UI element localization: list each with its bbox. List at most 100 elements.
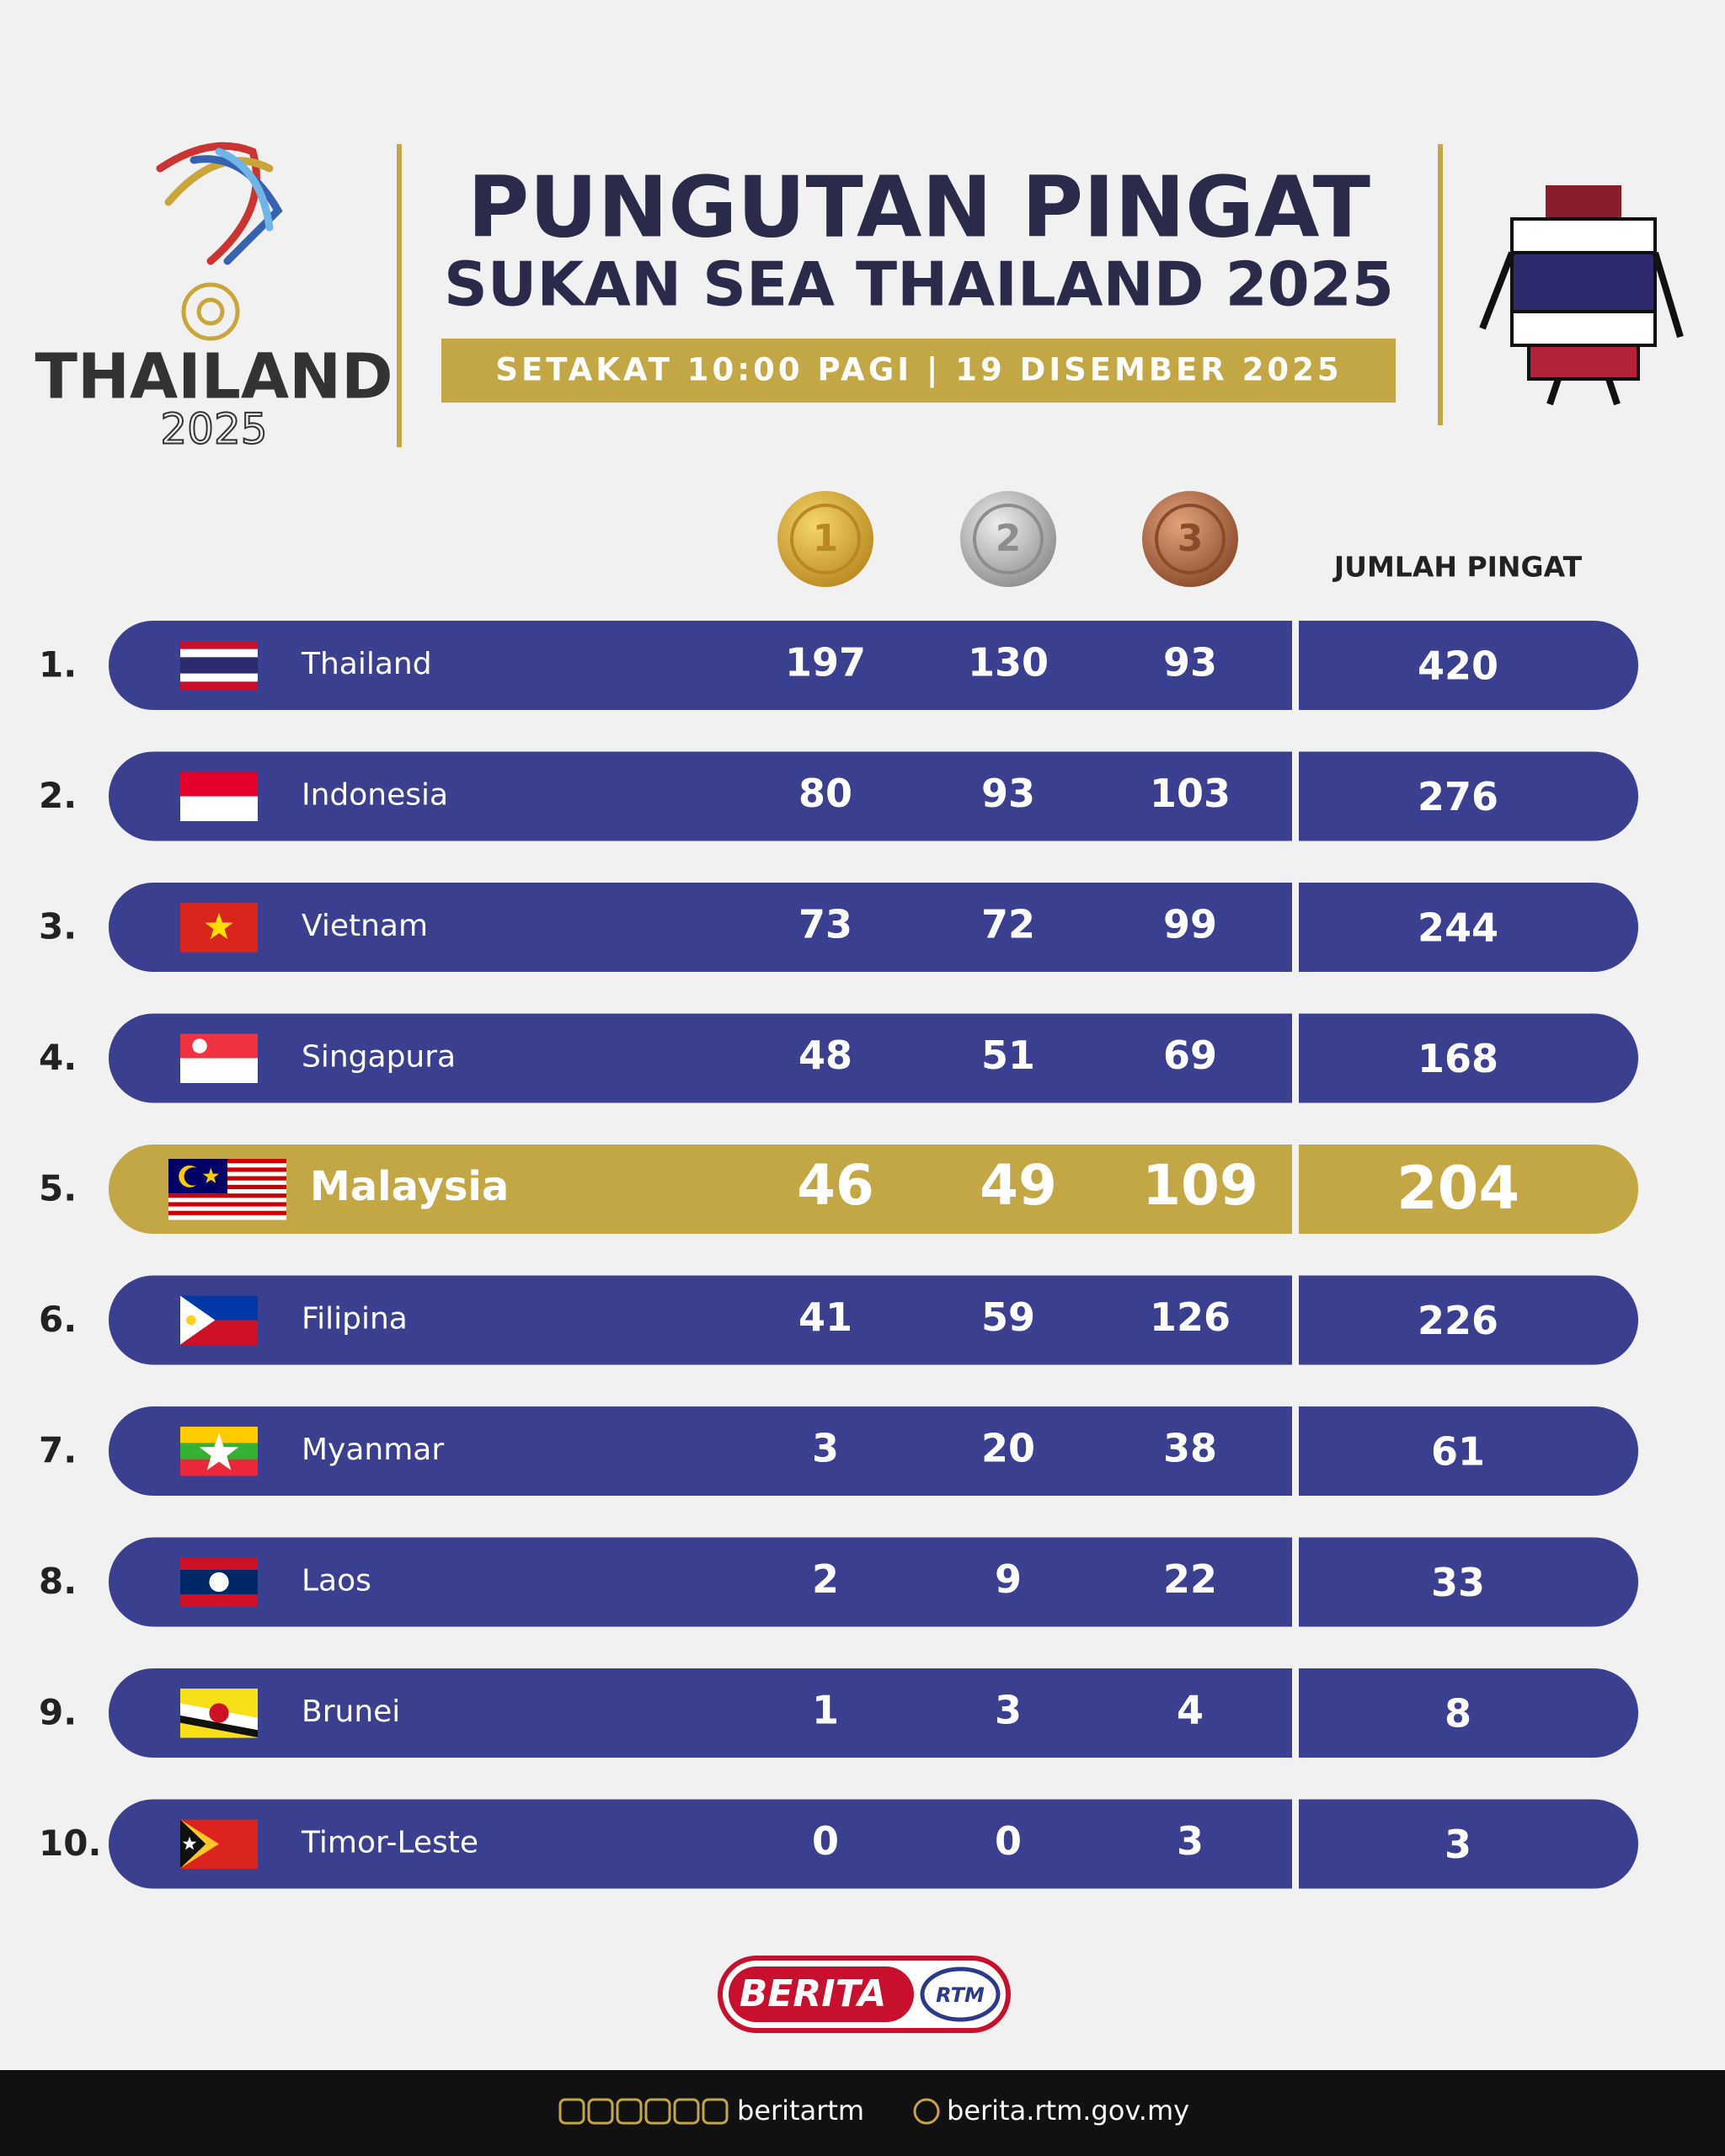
rank: 2.: [39, 775, 77, 816]
flag-stripe: [180, 657, 258, 675]
flag-stripe: [180, 681, 258, 691]
bronze-count: 3: [1177, 1818, 1204, 1864]
mascot: [1479, 185, 1684, 406]
flag-stripe: [168, 1198, 286, 1203]
games-logo: [156, 141, 283, 341]
row-pill: [109, 1537, 1638, 1627]
total-header: JUMLAH PINGAT: [1332, 551, 1583, 584]
bronze-count: 69: [1163, 1033, 1217, 1078]
total-count: 33: [1431, 1560, 1485, 1605]
country: Myanmar: [302, 1433, 444, 1467]
social-icons: [558, 2098, 940, 2125]
rank: 4.: [39, 1037, 77, 1078]
total-count: 276: [1418, 774, 1498, 819]
row-divider: [1292, 1799, 1299, 1889]
subtitle: SUKAN SEA THAILAND 2025: [444, 249, 1394, 320]
row-pill: [109, 621, 1638, 710]
silver-count: 51: [981, 1033, 1035, 1078]
country: Timor-Leste: [301, 1826, 478, 1860]
flag-stripe: [180, 641, 258, 650]
country: Malaysia: [310, 1163, 509, 1210]
gold-count: 46: [797, 1153, 874, 1218]
flag-sun: [186, 1315, 196, 1326]
row-pill: [109, 883, 1638, 972]
gold-count: 1: [812, 1688, 839, 1733]
flag-stripe: [180, 1459, 258, 1476]
row-pill: [109, 1668, 1638, 1758]
row-pill: [109, 1406, 1638, 1496]
flag-stripe: [180, 1557, 258, 1571]
country: Vietnam: [302, 909, 428, 943]
bronze-count: 38: [1163, 1426, 1217, 1471]
banner-text: SETAKAT 10:00 PAGI | 19 DISEMBER 2025: [495, 352, 1342, 388]
row-divider: [1292, 1013, 1299, 1103]
row-pill: [109, 751, 1638, 841]
gold-count: 41: [798, 1294, 852, 1340]
flag-stripe: [180, 771, 258, 797]
rank: 8.: [39, 1561, 77, 1602]
row-divider: [1292, 1275, 1299, 1365]
flag-moon: [209, 1572, 229, 1593]
total-count: 61: [1431, 1429, 1485, 1475]
gold-count: 0: [812, 1818, 839, 1864]
flag-triangle: [180, 1295, 216, 1345]
row-pill: [109, 1013, 1638, 1103]
silver-count: 3: [995, 1688, 1022, 1733]
silver-count: 72: [981, 902, 1035, 947]
row-pill: [109, 1799, 1638, 1889]
country: Laos: [302, 1564, 371, 1598]
gold-count: 3: [812, 1426, 839, 1471]
flag-stripe: [180, 1058, 258, 1083]
rank: 5.: [39, 1168, 77, 1209]
flag-band: [180, 1715, 258, 1737]
flag-stripe: [180, 673, 258, 682]
gold-count: 48: [798, 1033, 852, 1078]
flag-star: [182, 1836, 197, 1850]
gold-count: 73: [798, 902, 852, 947]
country: Thailand: [301, 647, 432, 681]
flag-stripe: [168, 1193, 286, 1198]
banner: [441, 339, 1396, 403]
gold-count: 80: [798, 771, 852, 816]
brand-badge: RTM: [936, 1983, 985, 2007]
rank: 1.: [39, 644, 77, 686]
row-divider: [1292, 1145, 1299, 1234]
rank: 10.: [39, 1822, 101, 1864]
bronze-count: 22: [1163, 1556, 1217, 1602]
flag-stripe: [180, 1594, 258, 1607]
bronze-count: 109: [1142, 1153, 1258, 1218]
medal-ring: [1155, 504, 1226, 574]
country: Indonesia: [302, 778, 448, 813]
bronze-count: 103: [1150, 771, 1231, 816]
bronze-count: 126: [1150, 1294, 1231, 1340]
flag-stripe: [168, 1214, 286, 1220]
silver-count: 9: [995, 1556, 1022, 1602]
row-divider: [1292, 1537, 1299, 1627]
silver-count: 49: [980, 1153, 1057, 1218]
silver-count: 93: [981, 771, 1035, 816]
flag-star: [205, 912, 233, 940]
total-count: 3: [1445, 1822, 1471, 1867]
bronze-count: 93: [1163, 640, 1217, 686]
medal-ring: [790, 504, 861, 574]
footer-bar: [0, 2070, 1725, 2156]
total-count: 168: [1418, 1036, 1498, 1081]
flag-star: [202, 1167, 219, 1184]
flag-moon: [192, 1038, 207, 1054]
total-count: 244: [1418, 905, 1498, 951]
row-pill: [109, 1275, 1638, 1365]
social-handle: beritartm: [737, 2095, 864, 2127]
rank: 7.: [39, 1430, 77, 1471]
title: PUNGUTAN PINGAT: [467, 157, 1370, 256]
medal-number: 2: [996, 517, 1022, 560]
flag-stripe: [168, 1202, 286, 1208]
flag-crest: [209, 1703, 229, 1723]
row-pill: [109, 1145, 1638, 1234]
bronze-count: 99: [1163, 902, 1217, 947]
rank: 9.: [39, 1692, 77, 1733]
flag-stripe: [180, 1033, 258, 1059]
silver-count: 59: [981, 1294, 1035, 1340]
row-divider: [1292, 751, 1299, 841]
row-divider: [1292, 1668, 1299, 1758]
